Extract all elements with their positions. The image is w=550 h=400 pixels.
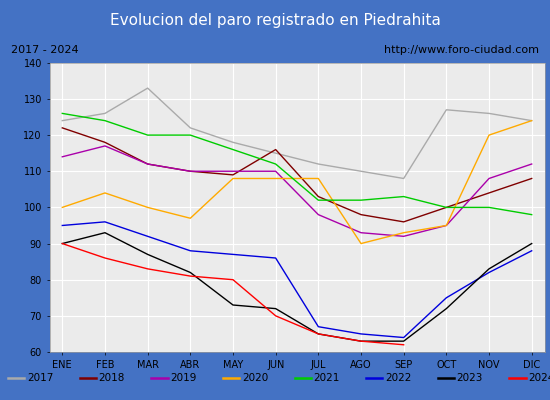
Text: Evolucion del paro registrado en Piedrahita: Evolucion del paro registrado en Piedrah… (109, 12, 441, 28)
Text: 2022: 2022 (385, 373, 411, 383)
Text: 2017 - 2024: 2017 - 2024 (11, 45, 79, 55)
Text: 2023: 2023 (456, 373, 483, 383)
Text: 2017: 2017 (27, 373, 53, 383)
Text: 2018: 2018 (98, 373, 125, 383)
Text: http://www.foro-ciudad.com: http://www.foro-ciudad.com (384, 45, 539, 55)
Text: 2021: 2021 (314, 373, 340, 383)
Text: 2019: 2019 (170, 373, 197, 383)
Text: 2024: 2024 (529, 373, 550, 383)
Text: 2020: 2020 (242, 373, 268, 383)
